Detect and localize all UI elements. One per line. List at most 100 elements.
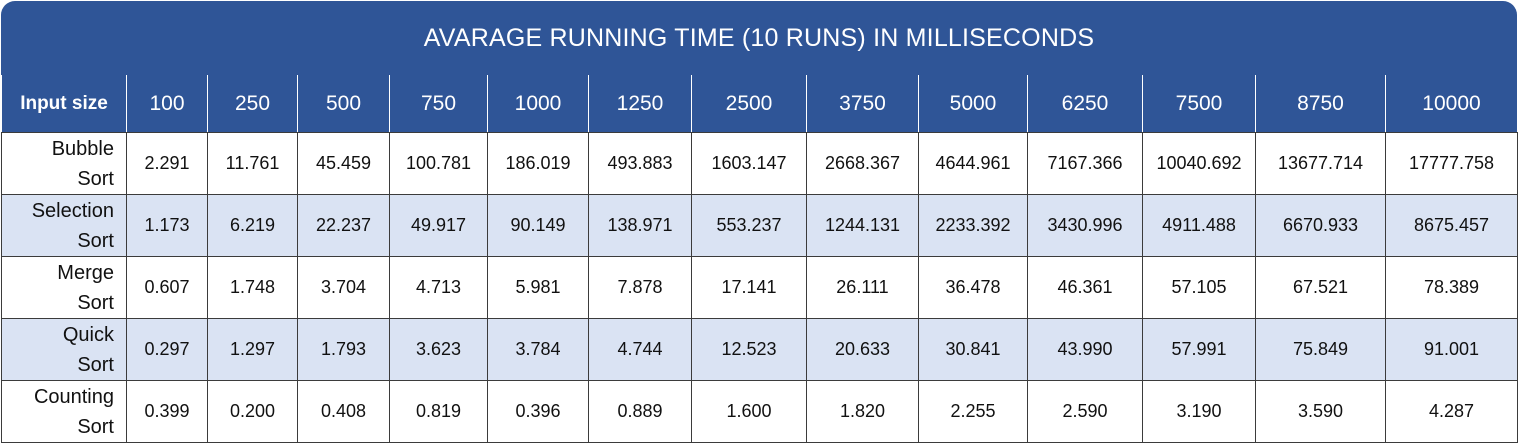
table-cell: 2668.367 <box>806 132 919 195</box>
row-label-line: Quick <box>62 323 114 346</box>
table-cell: 78.389 <box>1385 256 1518 319</box>
table-cell: 3.623 <box>389 318 488 381</box>
row-label: Counting Sort <box>1 380 127 443</box>
table-cell: 0.889 <box>588 380 692 443</box>
table-cell: 7167.366 <box>1027 132 1143 195</box>
table-cell: 12.523 <box>691 318 807 381</box>
table-cell: 1.173 <box>126 194 208 257</box>
table-cell: 1244.131 <box>806 194 919 257</box>
table-cell: 43.990 <box>1027 318 1143 381</box>
row-label-line: Merge <box>57 261 114 284</box>
header-row: Input size 100 250 500 750 1000 1250 2500 3750 5… <box>1 75 1518 133</box>
column-header: 2500 <box>691 75 807 133</box>
row-label-line: Bubble <box>51 137 114 160</box>
table-cell: 57.991 <box>1142 318 1256 381</box>
row-label-line: Sort <box>77 415 114 438</box>
corner-label: Input size <box>1 75 127 133</box>
table-cell: 4911.488 <box>1142 194 1256 257</box>
table-cell: 3.190 <box>1142 380 1256 443</box>
table-cell: 4.713 <box>389 256 488 319</box>
column-header: 1000 <box>487 75 589 133</box>
row-label-line: Selection <box>31 199 114 222</box>
table-cell: 138.971 <box>588 194 692 257</box>
table-cell: 67.521 <box>1255 256 1386 319</box>
table-title: AVARAGE RUNNING TIME (10 RUNS) IN MILLIS… <box>1 1 1517 75</box>
table-row: Bubble Sort 2.291 11.761 45.459 100.781 186.01… <box>1 132 1518 195</box>
table-cell: 4.744 <box>588 318 692 381</box>
table-cell: 20.633 <box>806 318 919 381</box>
table-cell: 553.237 <box>691 194 807 257</box>
table-cell: 1.793 <box>297 318 390 381</box>
row-label-line: Sort <box>77 353 114 376</box>
table-cell: 1603.147 <box>691 132 807 195</box>
row-label: Merge Sort <box>1 256 127 319</box>
table-cell: 0.297 <box>126 318 208 381</box>
table-cell: 1.297 <box>207 318 298 381</box>
table-cell: 91.001 <box>1385 318 1518 381</box>
table-cell: 1.748 <box>207 256 298 319</box>
column-header: 10000 <box>1385 75 1518 133</box>
table-cell: 36.478 <box>918 256 1028 319</box>
table-row: Merge Sort 0.607 1.748 3.704 4.713 5.981 7.878 1… <box>1 256 1518 319</box>
row-label-line: Sort <box>77 167 114 190</box>
table-cell: 1.820 <box>806 380 919 443</box>
table-cell: 13677.714 <box>1255 132 1386 195</box>
table-cell: 0.200 <box>207 380 298 443</box>
table-row: Quick Sort 0.297 1.297 1.793 3.623 3.784 4.744 1… <box>1 318 1518 381</box>
table-cell: 22.237 <box>297 194 390 257</box>
table-cell: 4.287 <box>1385 380 1518 443</box>
column-header: 1250 <box>588 75 692 133</box>
table-cell: 0.819 <box>389 380 488 443</box>
table-cell: 57.105 <box>1142 256 1256 319</box>
table-cell: 17777.758 <box>1385 132 1518 195</box>
table-cell: 0.399 <box>126 380 208 443</box>
table-cell: 100.781 <box>389 132 488 195</box>
column-header: 100 <box>126 75 208 133</box>
column-header: 250 <box>207 75 298 133</box>
running-time-table: Input size 100 250 500 750 1000 1250 2500 3750 5… <box>1 75 1518 443</box>
table-cell: 2.590 <box>1027 380 1143 443</box>
table-cell: 5.981 <box>487 256 589 319</box>
table-cell: 30.841 <box>918 318 1028 381</box>
table-cell: 8675.457 <box>1385 194 1518 257</box>
table-cell: 75.849 <box>1255 318 1386 381</box>
table-cell: 1.600 <box>691 380 807 443</box>
table-cell: 90.149 <box>487 194 589 257</box>
table-cell: 3430.996 <box>1027 194 1143 257</box>
table-cell: 0.607 <box>126 256 208 319</box>
table-cell: 6.219 <box>207 194 298 257</box>
table-cell: 0.396 <box>487 380 589 443</box>
column-header: 8750 <box>1255 75 1386 133</box>
column-header: 6250 <box>1027 75 1143 133</box>
table-cell: 6670.933 <box>1255 194 1386 257</box>
column-header: 750 <box>389 75 488 133</box>
table-cell: 26.111 <box>806 256 919 319</box>
table-cell: 186.019 <box>487 132 589 195</box>
column-header: 500 <box>297 75 390 133</box>
table-cell: 0.408 <box>297 380 390 443</box>
table-cell: 4644.961 <box>918 132 1028 195</box>
table-cell: 2.291 <box>126 132 208 195</box>
table-cell: 17.141 <box>691 256 807 319</box>
row-label: Quick Sort <box>1 318 127 381</box>
row-label-line: Sort <box>77 229 114 252</box>
column-header: 3750 <box>806 75 919 133</box>
table-cell: 46.361 <box>1027 256 1143 319</box>
table-cell: 2.255 <box>918 380 1028 443</box>
row-label-line: Sort <box>77 291 114 314</box>
column-header: 7500 <box>1142 75 1256 133</box>
row-label-line: Counting <box>33 385 114 408</box>
table-cell: 493.883 <box>588 132 692 195</box>
row-label: Bubble Sort <box>1 132 127 195</box>
row-label: Selection Sort <box>1 194 127 257</box>
table-cell: 7.878 <box>588 256 692 319</box>
table-cell: 3.784 <box>487 318 589 381</box>
table-cell: 3.590 <box>1255 380 1386 443</box>
table-row: Counting Sort 0.399 0.200 0.408 0.819 0.396 0.8… <box>1 380 1518 443</box>
table-cell: 49.917 <box>389 194 488 257</box>
table-cell: 3.704 <box>297 256 390 319</box>
column-header: 5000 <box>918 75 1028 133</box>
table-cell: 2233.392 <box>918 194 1028 257</box>
table-cell: 45.459 <box>297 132 390 195</box>
